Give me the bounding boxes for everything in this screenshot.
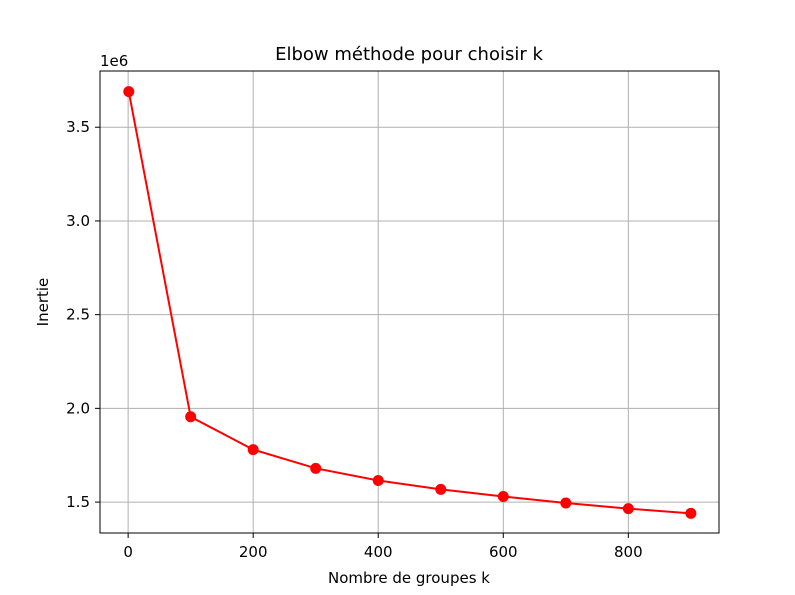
data-point bbox=[123, 86, 135, 98]
data-point bbox=[560, 497, 572, 509]
y-tick-label: 1.5 bbox=[66, 493, 90, 511]
y-tick-label: 2.0 bbox=[66, 399, 90, 417]
x-tick-label: 0 bbox=[123, 543, 133, 561]
data-point bbox=[435, 483, 447, 495]
y-offset-label: 1e6 bbox=[100, 52, 128, 70]
ticks: 0 200 400 600 800 1.5 2.0 2.5 3.0 3.5 bbox=[66, 118, 643, 561]
data-point bbox=[622, 503, 634, 515]
y-tick-label: 2.5 bbox=[66, 306, 90, 324]
series-line bbox=[127, 91, 691, 515]
data-point bbox=[497, 490, 509, 502]
y-tick-label: 3.0 bbox=[66, 212, 90, 230]
x-tick-label: 400 bbox=[364, 543, 393, 561]
chart-title: Elbow méthode pour choisir k bbox=[275, 44, 543, 65]
data-point bbox=[372, 475, 384, 487]
data-point bbox=[247, 444, 259, 456]
plot-frame bbox=[99, 70, 720, 534]
data-point bbox=[685, 507, 697, 519]
data-point bbox=[310, 462, 322, 474]
series-layer bbox=[123, 86, 697, 519]
grid bbox=[100, 71, 719, 533]
x-tick-label: 200 bbox=[239, 543, 268, 561]
y-tick-label: 3.5 bbox=[66, 118, 90, 136]
x-axis-label: Nombre de groupes k bbox=[328, 569, 490, 587]
y-axis-label: Inertie bbox=[34, 278, 52, 327]
x-tick-label: 600 bbox=[489, 543, 518, 561]
x-tick-label: 800 bbox=[614, 543, 643, 561]
data-point bbox=[185, 411, 197, 423]
